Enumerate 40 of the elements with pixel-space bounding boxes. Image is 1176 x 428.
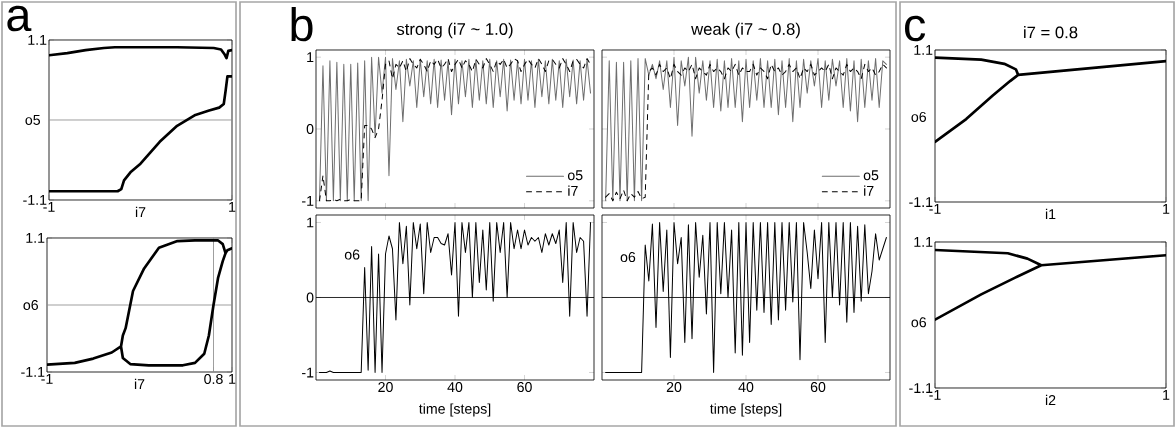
y-tick-label: 1: [307, 217, 314, 228]
x-tick-label: 40: [738, 382, 754, 393]
legend-label: o5: [863, 170, 879, 181]
x-axis-title: time [steps]: [710, 403, 782, 417]
y-axis-title: o6: [911, 111, 927, 122]
text: b: [291, 7, 313, 42]
x-axis-title: time [steps]: [419, 403, 491, 417]
y-tick-label: 0: [306, 124, 314, 135]
legend-label: o5: [567, 170, 583, 181]
y-axis-title: o6: [620, 252, 636, 263]
x-tick-label: 60: [810, 382, 826, 393]
y-tick-label: 1: [307, 52, 314, 63]
text: c: [905, 15, 926, 42]
y-tick-label: 1.1: [914, 237, 933, 247]
x-tick-label: 20: [378, 382, 393, 393]
x-axis-title: i1: [1045, 208, 1056, 219]
x-tick-label: 1: [229, 374, 236, 384]
x-tick-label: 60: [517, 382, 532, 393]
y-axis-title: o6: [344, 249, 360, 260]
y-axis-title: o6: [911, 317, 927, 328]
y-tick-label: 1.1: [28, 35, 47, 45]
y-tick-label: 1.1: [26, 233, 45, 243]
x-axis-title: i7: [134, 378, 145, 389]
x-axis-title: i7: [135, 206, 146, 217]
chart-title: i7 = 0.8: [1024, 26, 1078, 39]
y-tick-label: 1.1: [914, 45, 933, 55]
legend-label: i7: [864, 185, 874, 196]
x-tick-label: 1: [1163, 204, 1170, 214]
chart-title: weak (i7 ~ 0.8): [691, 22, 800, 39]
legend-label: i7: [568, 185, 578, 196]
x-tick-label: 20: [666, 382, 682, 393]
y-axis-title: o5: [25, 115, 41, 125]
x-tick-label: 40: [447, 382, 463, 393]
y-axis-title: o6: [23, 300, 38, 311]
chart-title: strong (i7 ~ 1.0): [396, 22, 513, 39]
x-tick-label: 1: [229, 201, 236, 212]
y-tick-label: 0: [306, 292, 314, 303]
x-tick-label: 0.8: [204, 374, 223, 385]
x-axis-title: i2: [1045, 394, 1056, 405]
text: a: [7, 5, 32, 32]
